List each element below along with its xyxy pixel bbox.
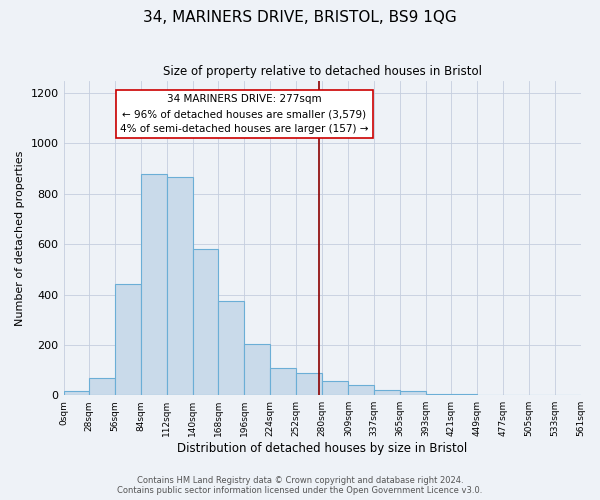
Bar [193, 249, 218, 395]
Title: Size of property relative to detached houses in Bristol: Size of property relative to detached ho… [163, 65, 482, 78]
Bar [270, 368, 296, 395]
Bar [218, 301, 244, 395]
Bar [167, 178, 193, 395]
Bar [400, 391, 425, 395]
Bar [348, 384, 374, 395]
Bar [425, 394, 451, 395]
Bar [244, 344, 270, 395]
Text: Contains HM Land Registry data © Crown copyright and database right 2024.
Contai: Contains HM Land Registry data © Crown c… [118, 476, 482, 495]
Bar [89, 378, 115, 395]
Bar [374, 390, 400, 395]
Text: 34 MARINERS DRIVE: 277sqm
← 96% of detached houses are smaller (3,579)
4% of sem: 34 MARINERS DRIVE: 277sqm ← 96% of detac… [120, 94, 368, 134]
Bar [64, 392, 89, 395]
Bar [451, 394, 477, 395]
Bar [115, 284, 141, 395]
Bar [141, 174, 167, 395]
Bar [477, 394, 503, 395]
Bar [296, 372, 322, 395]
Text: 34, MARINERS DRIVE, BRISTOL, BS9 1QG: 34, MARINERS DRIVE, BRISTOL, BS9 1QG [143, 10, 457, 25]
X-axis label: Distribution of detached houses by size in Bristol: Distribution of detached houses by size … [177, 442, 467, 455]
Bar [322, 382, 348, 395]
Y-axis label: Number of detached properties: Number of detached properties [15, 150, 25, 326]
